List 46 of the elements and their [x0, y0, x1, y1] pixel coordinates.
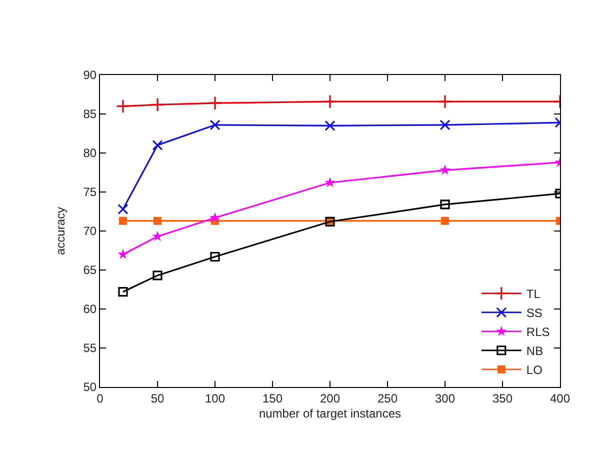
point [440, 120, 450, 130]
x-tick-label: 150 [262, 391, 283, 406]
y-tick-label: 60 [83, 302, 97, 316]
point [154, 216, 162, 225]
point [118, 248, 128, 259]
point [324, 120, 336, 131]
point [324, 177, 336, 188]
point [208, 96, 222, 110]
point [441, 216, 449, 225]
legend-label: LO [526, 363, 542, 378]
x-axis-title: number of target instances [258, 406, 402, 420]
point [440, 200, 450, 210]
point [118, 204, 128, 214]
y-axis-title: accuracy [54, 206, 68, 256]
legend-label: NB [526, 344, 544, 358]
point [322, 94, 338, 109]
x-tick-label: 50 [150, 391, 164, 406]
point [210, 120, 220, 130]
y-tick-label: 50 [83, 380, 97, 394]
x-tick-label: 100 [204, 391, 226, 406]
point [119, 216, 127, 225]
point [118, 287, 128, 297]
x-tick-label: 0 [96, 391, 104, 406]
y-tick-label: 85 [83, 107, 97, 122]
legend-label: RLS [526, 325, 550, 340]
point [116, 99, 130, 114]
legend-label: SS [526, 306, 542, 320]
point [150, 98, 165, 112]
point [440, 164, 450, 175]
y-tick-label: 70 [83, 224, 97, 238]
y-tick-label: 90 [83, 68, 97, 82]
y-tick-label: 55 [83, 341, 97, 356]
point [210, 252, 220, 262]
y-tick-label: 75 [83, 185, 97, 200]
point [152, 270, 162, 280]
point [210, 212, 220, 222]
y-tick-label: 65 [83, 263, 97, 278]
x-tick-label: 200 [320, 391, 340, 406]
x-tick-label: 400 [550, 391, 570, 406]
legend-label: TL [526, 287, 541, 302]
point [438, 94, 452, 109]
point [152, 140, 163, 150]
x-tick-label: 350 [492, 391, 513, 406]
y-tick-label: 80 [83, 146, 97, 160]
x-tick-label: 250 [377, 391, 398, 406]
x-tick-label: 300 [434, 391, 456, 406]
